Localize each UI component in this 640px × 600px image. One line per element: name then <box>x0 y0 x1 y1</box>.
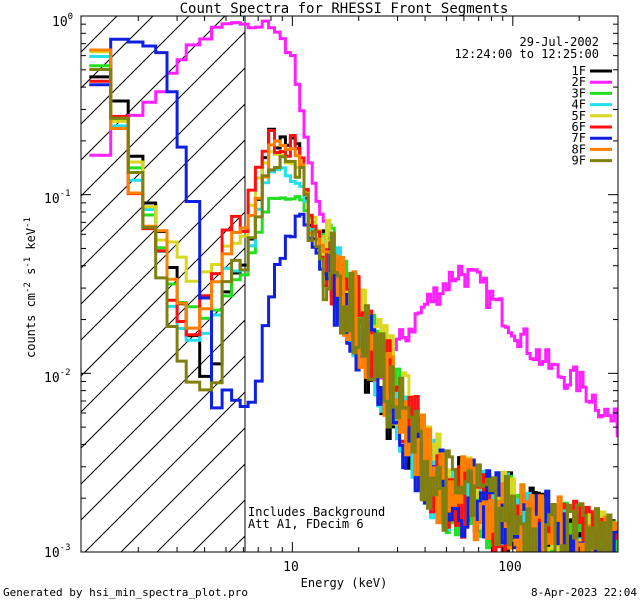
y-tick-label-2: 10-2 <box>44 368 71 386</box>
series-line-8F <box>89 48 618 552</box>
hatch-line <box>81 355 245 521</box>
legend-label-1F: 1F <box>572 64 586 78</box>
footer-generated-by: Generated by hsi_min_spectra_plot.pro <box>3 586 248 599</box>
legend-label-5F: 5F <box>572 109 586 123</box>
hatch-line <box>81 31 245 197</box>
hatch-line <box>81 211 245 377</box>
hatch-line <box>81 67 245 233</box>
plot-frame <box>80 15 619 553</box>
series-group <box>89 19 618 552</box>
x-tick-label-100: 100 <box>498 560 521 575</box>
time-range-label: 12:24:00 to 12:25:00 <box>455 47 600 61</box>
hatch-line <box>81 16 118 53</box>
hatch-line <box>120 427 245 552</box>
legend-label-6F: 6F <box>572 120 586 134</box>
chart-title: Count Spectra for RHESSI Front Segments <box>180 1 509 17</box>
hatch-line <box>81 139 245 305</box>
hatch-line <box>81 247 245 413</box>
legend-label-7F: 7F <box>572 131 586 145</box>
hatch-line <box>81 175 245 341</box>
legend-label-2F: 2F <box>572 75 586 89</box>
series-line-9F <box>89 68 613 552</box>
x-axis-label: Energy (keV) <box>301 576 388 590</box>
hatch-line <box>81 16 190 125</box>
hatch-line <box>81 103 245 269</box>
hatch-line <box>84 391 245 552</box>
y-tick-label-0: 100 <box>52 12 73 30</box>
hatch-line <box>156 463 245 552</box>
hatch-line <box>81 16 226 161</box>
legend-label-9F: 9F <box>572 154 586 168</box>
axis-ticks <box>81 15 619 553</box>
y-axis-label: counts cm-2 s-1 keV-1 <box>23 217 38 358</box>
hatched-region <box>81 16 245 552</box>
hatch-line <box>81 319 245 485</box>
legend-label-8F: 8F <box>572 142 586 156</box>
attenuator-note: Att A1, FDecim 6 <box>248 517 364 531</box>
y-tick-label-3: 10-3 <box>44 543 71 561</box>
x-tick-label-10: 10 <box>283 560 299 575</box>
background-note: Includes Background <box>248 505 385 519</box>
series-line-2F <box>89 19 618 438</box>
legend-label-4F: 4F <box>572 98 586 112</box>
date-label: 29-Jul-2002 <box>520 35 599 49</box>
legend-label-3F: 3F <box>572 86 586 100</box>
footer-timestamp: 8-Apr-2023 22:04 <box>531 586 637 599</box>
y-tick-label-1: 10-1 <box>44 189 71 207</box>
